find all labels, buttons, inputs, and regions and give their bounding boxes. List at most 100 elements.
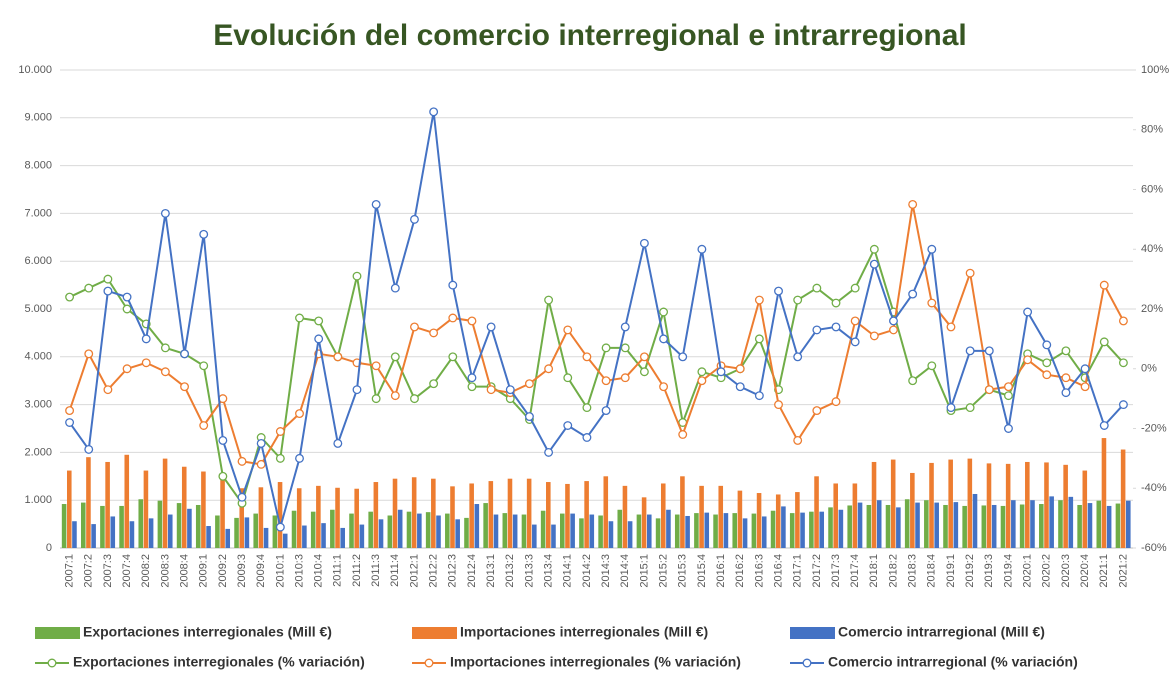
bar	[1063, 464, 1068, 548]
bar	[335, 487, 340, 548]
x-tick-label: 2009:2	[217, 554, 229, 588]
marker	[697, 367, 707, 377]
legend-label: Importaciones interregionales (Mill €)	[460, 624, 708, 640]
bar	[603, 476, 609, 548]
x-tick-label: 2011:2	[351, 554, 363, 587]
bar	[201, 471, 206, 548]
legend-item: Exportaciones interregionales (% variaci…	[35, 654, 365, 670]
bar	[1096, 500, 1102, 548]
marker	[65, 418, 75, 427]
bar	[617, 509, 623, 548]
legend-marker	[47, 658, 57, 668]
marker	[793, 436, 803, 445]
marker	[237, 492, 247, 502]
bar	[176, 503, 182, 548]
bar	[1019, 504, 1025, 548]
bar	[1087, 503, 1093, 548]
x-tick-label: 2008:3	[159, 554, 171, 588]
x-tick-label: 2019:1	[945, 554, 957, 588]
marker	[141, 334, 151, 344]
bar	[310, 511, 316, 548]
marker	[1118, 400, 1128, 410]
y2-tick-label: 60%	[1141, 183, 1163, 195]
bar	[512, 514, 518, 548]
legend-swatch	[412, 627, 457, 639]
y-tick-label: 10.000	[18, 64, 52, 76]
bar	[1011, 500, 1016, 548]
x-tick-label: 2013:2	[504, 554, 516, 588]
marker	[639, 238, 649, 248]
marker	[429, 328, 439, 338]
marker	[678, 352, 688, 362]
marker	[314, 334, 324, 344]
bar	[962, 505, 967, 548]
x-tick-label: 2007:1	[63, 554, 75, 588]
marker	[908, 376, 918, 386]
x-tick-label: 2012:4	[466, 554, 478, 588]
x-tick-label: 2013:4	[543, 554, 555, 588]
bar	[373, 482, 379, 548]
marker	[1061, 373, 1071, 383]
bar	[417, 513, 422, 548]
marker	[869, 331, 879, 341]
marker	[889, 325, 898, 335]
bar	[972, 493, 978, 548]
bar	[282, 533, 288, 548]
marker	[1004, 382, 1013, 392]
marker	[812, 406, 822, 416]
bar	[195, 504, 201, 548]
bar	[72, 521, 77, 548]
bar	[1101, 438, 1107, 548]
bar	[148, 518, 154, 548]
marker	[927, 298, 937, 308]
marker	[563, 373, 573, 383]
x-tick-label: 2008:4	[178, 554, 190, 588]
bar	[890, 459, 896, 548]
x-tick-label: 2011:3	[370, 554, 382, 587]
bar	[124, 454, 130, 548]
bar	[904, 499, 910, 548]
marker	[1099, 337, 1109, 347]
marker	[831, 298, 841, 308]
bar	[359, 524, 365, 548]
bar	[392, 478, 398, 548]
legend-item: Comercio intrarregional (% variación)	[790, 654, 1078, 670]
marker	[1042, 340, 1052, 350]
bar	[598, 515, 603, 548]
bar	[943, 504, 948, 548]
marker	[946, 403, 956, 413]
marker	[1061, 388, 1071, 398]
y2-tick-label: 80%	[1141, 124, 1163, 136]
bar	[368, 511, 373, 548]
marker	[180, 349, 189, 359]
bar	[157, 500, 163, 548]
marker	[678, 430, 688, 439]
x-tick-label: 2020:4	[1079, 554, 1091, 588]
marker	[390, 352, 400, 362]
y-tick-label: 1.000	[24, 494, 52, 506]
bar	[986, 463, 992, 548]
marker	[199, 421, 209, 430]
x-tick-label: 2010:1	[274, 554, 286, 588]
bar	[800, 512, 805, 548]
bar	[1106, 505, 1112, 548]
x-tick-label: 2015:4	[696, 554, 708, 588]
bar	[718, 485, 724, 548]
x-tick-label: 2017:4	[849, 554, 861, 588]
legend-marker	[802, 658, 812, 668]
marker	[429, 379, 439, 389]
bar	[781, 506, 786, 548]
marker	[333, 438, 343, 448]
bar	[321, 523, 326, 548]
bar	[674, 514, 680, 548]
marker	[256, 438, 266, 448]
marker	[84, 283, 94, 293]
y-tick-label: 7.000	[24, 207, 52, 219]
marker	[352, 271, 362, 281]
bar	[866, 504, 872, 548]
legend-swatch	[790, 627, 835, 639]
marker	[295, 313, 304, 323]
bar	[1120, 449, 1126, 548]
bar	[488, 481, 494, 548]
marker	[850, 283, 860, 293]
